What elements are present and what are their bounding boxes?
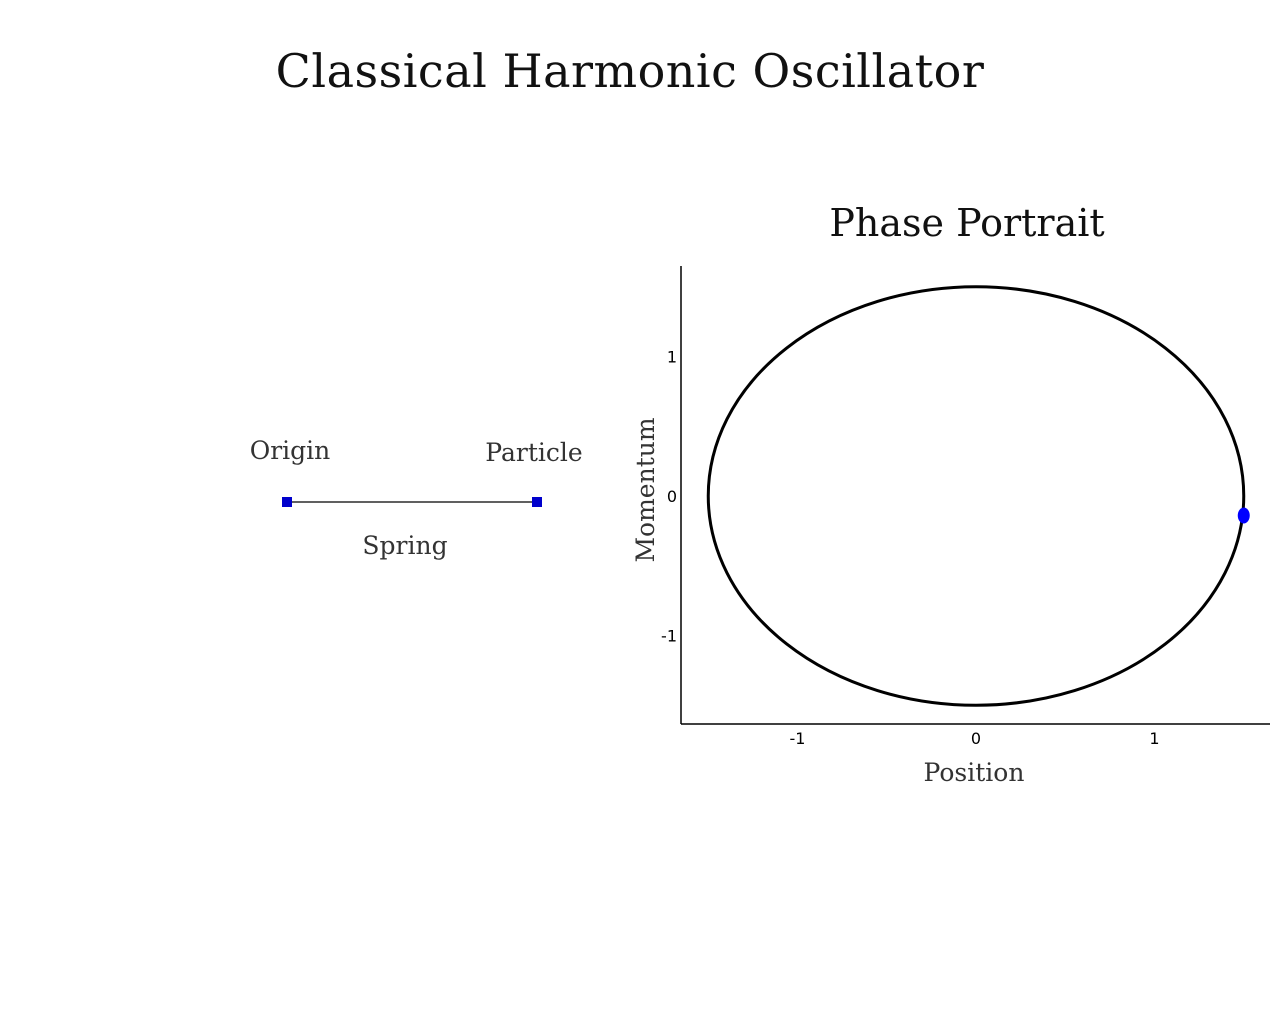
particle-label: Particle [485, 438, 582, 467]
y-tick-label: -1 [661, 627, 677, 646]
y-tick-label: 1 [667, 348, 677, 367]
y-tick-labels: 1 0 -1 [661, 348, 677, 646]
spring-label: Spring [362, 531, 447, 560]
phase-trajectory-ellipse [706, 285, 1246, 707]
chart-title: Phase Portrait [829, 201, 1104, 245]
origin-label: Origin [250, 436, 331, 465]
origin-marker [282, 497, 292, 507]
x-tick-labels: -1 0 1 [790, 729, 1160, 748]
state-layer [1237, 507, 1250, 524]
spring-diagram: Origin Particle Spring [250, 436, 583, 560]
series-layer [706, 285, 1246, 707]
x-tick-label: 0 [971, 729, 981, 748]
phase-portrait-chart: Phase Portrait -1 0 1 1 0 -1 Position Moment… [631, 201, 1270, 787]
y-axis-label: Momentum [631, 417, 660, 562]
x-axis-label: Position [924, 758, 1025, 787]
y-tick-label: 0 [667, 487, 677, 506]
x-tick-label: 1 [1149, 729, 1159, 748]
current-state-point[interactable] [1237, 507, 1250, 524]
particle-marker[interactable] [532, 497, 542, 507]
x-tick-label: -1 [790, 729, 806, 748]
page-title: Classical Harmonic Oscillator [275, 44, 985, 98]
